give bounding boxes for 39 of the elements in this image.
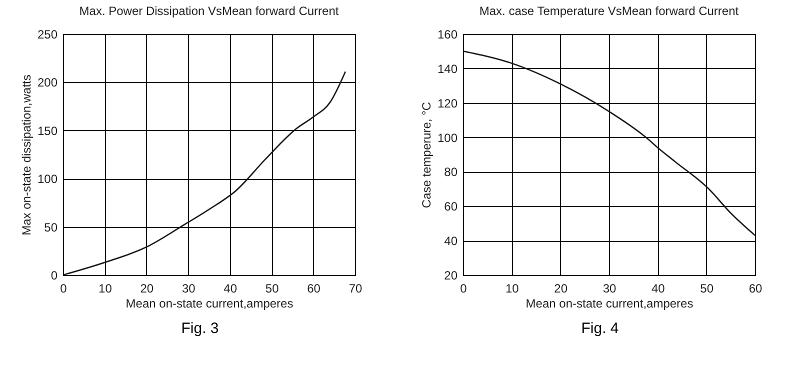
y-tick-label: 100 [436,130,458,145]
y-tick-label: 0 [50,268,58,282]
x-tick-label: 60 [748,282,762,296]
y-tick-label: 250 [36,28,58,42]
x-tick-label: 60 [306,282,320,296]
y-axis-title: Case temperure, °C [418,102,433,208]
y-tick-label: 100 [36,172,58,186]
x-axis-title: Mean on-state current,amperes [525,296,693,310]
x-tick-label: 30 [181,282,196,296]
line-series [462,50,756,236]
caption: Fig. 3 [180,320,220,337]
y-tick-label: 80 [444,165,458,180]
x-tick-label: 10 [504,282,519,296]
x-tick-label: 50 [700,282,714,296]
y-tick-label: 160 [436,28,458,42]
y-tick-label: 20 [444,268,458,282]
y-tick-label: 200 [36,76,58,90]
y-axis-title: Max on-state dissipation,watts [18,74,33,236]
x-tick-label: 10 [98,282,112,296]
x-tick-label: 40 [650,282,665,296]
y-tick-label: 40 [444,234,458,248]
x-tick-label: 70 [348,282,362,296]
line-series [62,70,346,276]
x-tick-label: 0 [60,282,67,296]
y-tick-label: 60 [444,200,458,214]
x-tick-label: 20 [554,282,568,296]
x-tick-label: 40 [223,282,237,296]
x-axis-title: Mean on-state current,amperes [125,296,293,310]
x-tick-label: 0 [460,282,467,296]
x-tick-label: 30 [602,282,616,296]
caption: Fig. 4 [580,320,620,337]
chart-title: Max. case Temperature VsMean forward Current [478,4,739,18]
x-tick-label: 20 [140,282,154,296]
y-tick-label: 150 [36,124,58,138]
x-tick-label: 50 [264,282,279,296]
chart-title: Max. Power Dissipation VsMean forward Current [78,4,339,18]
y-tick-label: 120 [436,96,458,110]
y-tick-label: 50 [44,220,58,234]
y-tick-label: 140 [436,62,458,76]
